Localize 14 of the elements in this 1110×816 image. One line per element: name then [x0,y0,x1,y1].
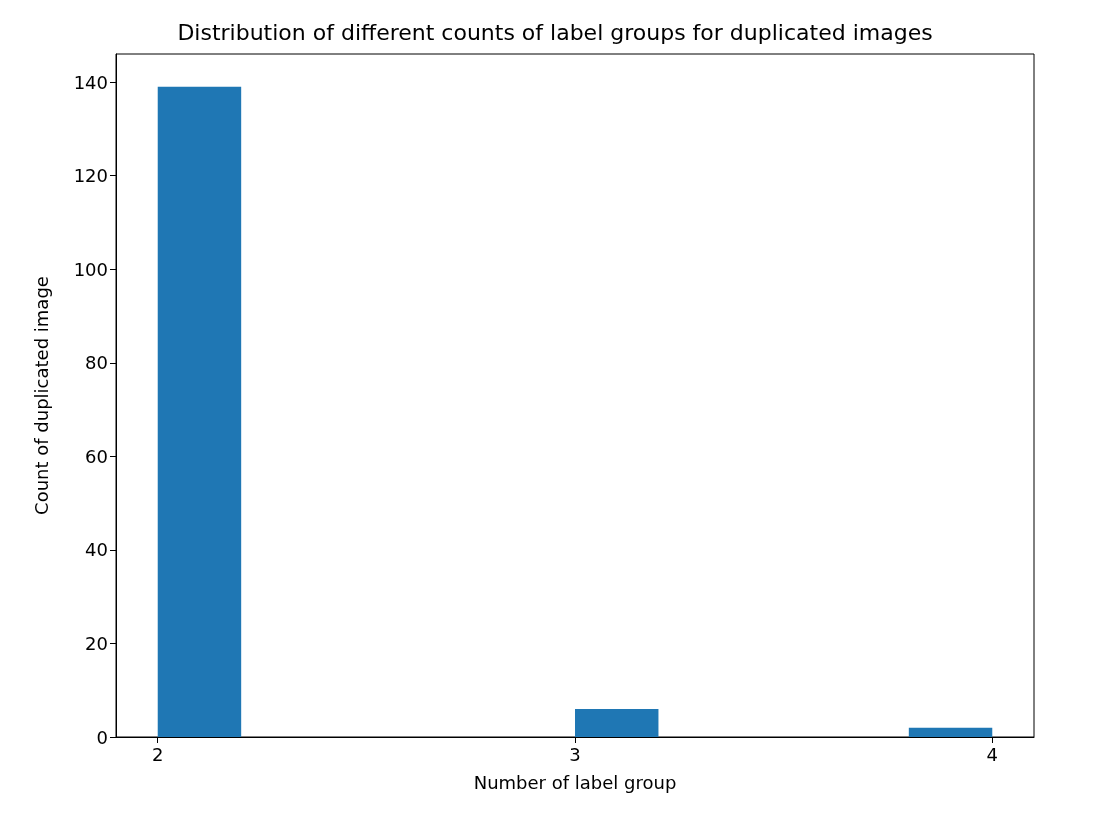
y-tick-label: 0 [96,726,108,748]
y-tick-label: 80 [85,352,108,374]
y-tick-label: 40 [85,539,108,561]
y-tick-label: 60 [85,445,108,467]
y-axis-title: Count of duplicated image [30,276,52,515]
x-tick-label: 3 [569,743,581,765]
chart-title: Distribution of different counts of label groups for duplicated images [177,19,933,45]
y-tick-label: 20 [85,632,108,654]
x-tick-label: 2 [152,743,164,765]
y-tick-label: 120 [73,165,108,187]
x-tick-label: 4 [986,743,998,765]
y-tick-label: 140 [73,71,108,93]
y-tick-label: 100 [73,258,108,280]
x-axis-title: Number of label group [473,771,677,793]
